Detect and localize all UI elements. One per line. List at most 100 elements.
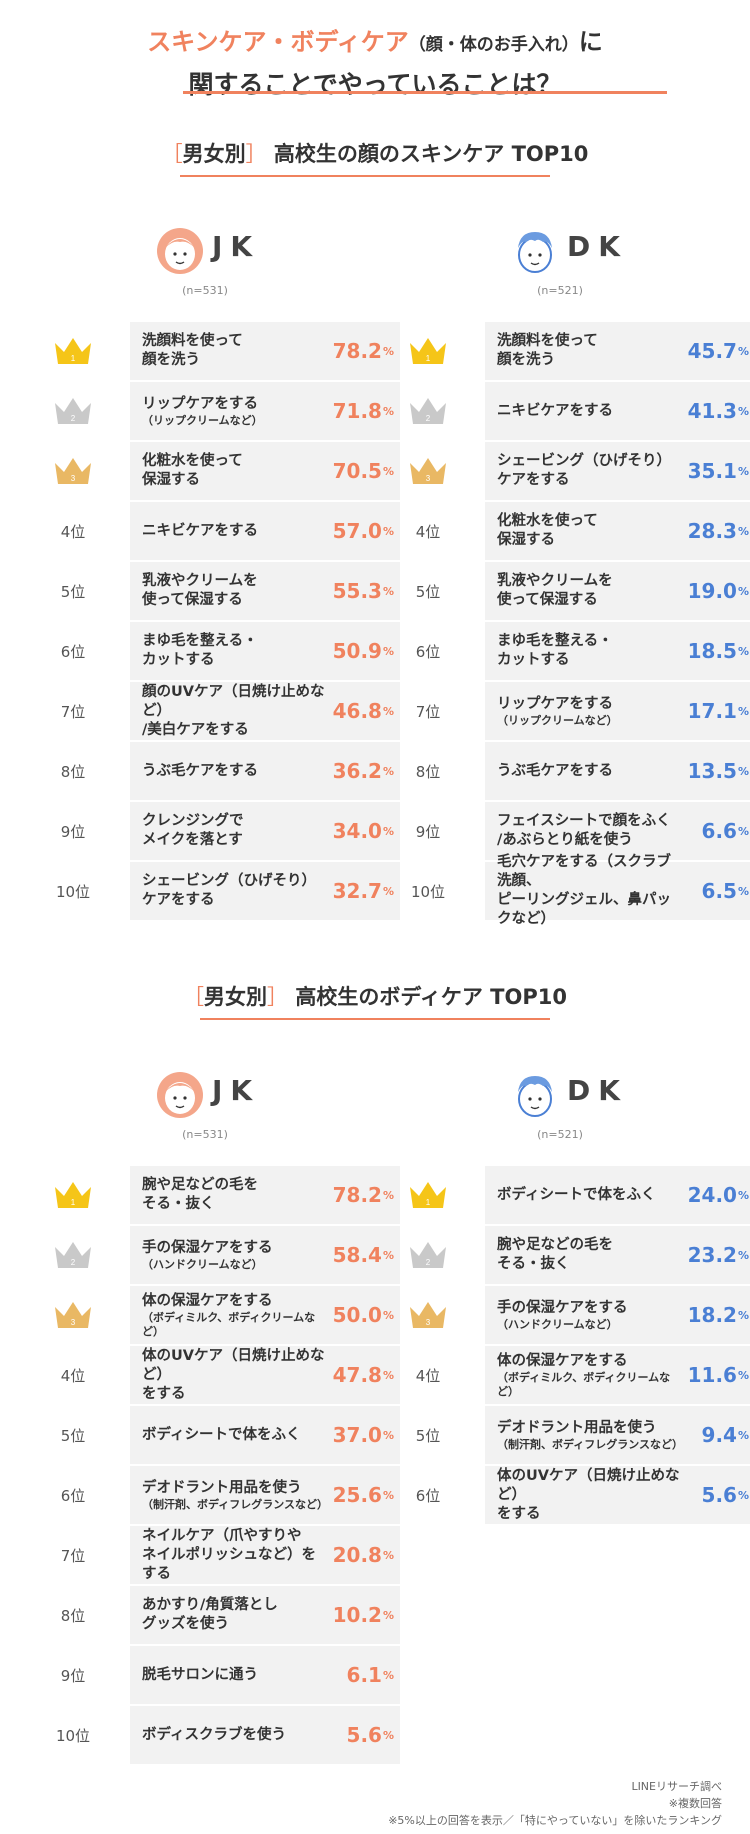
item-percent: 17.1%: [657, 682, 749, 740]
rank: 3: [40, 442, 106, 500]
item-label: 乳液やクリームを 使って保湿する: [142, 562, 327, 620]
item-label-line: うぶ毛ケアをする: [497, 762, 613, 779]
percent-unit: %: [737, 824, 749, 838]
item-label: 脱毛サロンに通う: [142, 1646, 327, 1704]
percent-unit: %: [737, 764, 749, 778]
rank: 1: [40, 322, 106, 380]
group-name: DK: [567, 1074, 628, 1107]
row-background: [130, 382, 400, 440]
item-label-line: をする: [142, 1385, 186, 1402]
row-background: [485, 862, 750, 920]
percent-unit: %: [382, 404, 394, 418]
item-label-line: クレンジングで: [142, 813, 244, 829]
row-background: [485, 622, 750, 680]
item-label-line: /美白ケアをする: [142, 721, 249, 738]
rank: 6位: [60, 1486, 86, 1505]
item-percent: 18.2%: [657, 1286, 749, 1344]
dk-face-icon: [518, 232, 552, 273]
footnote: ※5%以上の回答を表示／「特にやっていない」を除いたランキング: [388, 1814, 722, 1827]
item-label-line: 顔のUVケア（日焼け止めなど）: [142, 683, 325, 719]
rank: 7位: [415, 702, 441, 721]
rank: 2: [395, 1226, 461, 1284]
percent-value: 35.1: [687, 459, 737, 483]
rank: 4位: [415, 1366, 441, 1385]
percent-unit: %: [737, 644, 749, 658]
row-background: [485, 742, 750, 800]
row-background: [130, 1466, 400, 1524]
item-label-line: まゆ毛を整える・: [497, 633, 613, 649]
group-name: JK: [212, 1074, 261, 1107]
ranking-row: 4位 体の保湿ケアをする （ボディミルク、ボディクリームなど） 11.6%: [395, 1346, 750, 1404]
percent-value: 6.6: [701, 819, 737, 843]
item-label-line: ボディシートで体をふく: [142, 1426, 301, 1443]
item-label-line: 乳液やクリームを: [497, 573, 613, 589]
row-background: [130, 442, 400, 500]
item-percent: 20.8%: [302, 1526, 394, 1584]
percent-unit: %: [737, 1428, 749, 1442]
percent-value: 9.4: [701, 1423, 737, 1447]
percent-unit: %: [382, 584, 394, 598]
item-label-line: 乳液やクリームを: [142, 573, 258, 589]
item-percent: 45.7%: [657, 322, 749, 380]
item-label: デオドラント用品を使う （制汗剤、ボディフレグランスなど）: [142, 1466, 328, 1524]
item-label-line: ボディシートで体をふく: [497, 1186, 656, 1203]
rank: 9位: [60, 1666, 86, 1685]
percent-unit: %: [382, 1608, 394, 1622]
item-label: 手の保湿ケアをする （ハンドクリームなど）: [497, 1286, 682, 1344]
item-label: ボディシートで体をふく: [142, 1406, 327, 1464]
percent-value: 23.2: [687, 1243, 737, 1267]
percent-value: 71.8: [332, 399, 382, 423]
ranking-row: 3 化粧水を使って 保湿する 70.5%: [40, 442, 400, 500]
item-percent: 71.8%: [302, 382, 394, 440]
rank: 2: [395, 382, 461, 440]
rank: 9位: [415, 822, 441, 841]
rank: 5位: [415, 1426, 441, 1445]
rank: 2: [40, 1226, 106, 1284]
percent-unit: %: [382, 764, 394, 778]
row-background: [130, 322, 400, 380]
ranking-row: 7位 ネイルケア（爪やすりや ネイルポリッシュなど）をする 20.8%: [40, 1526, 400, 1584]
row-background: [485, 562, 750, 620]
row-background: [485, 1346, 750, 1404]
item-label: 顔のUVケア（日焼け止めなど） /美白ケアをする: [142, 682, 327, 740]
item-label: リップケアをする （リップクリームなど）: [497, 682, 682, 740]
crown-icon: 3: [410, 458, 446, 484]
rank: 2: [40, 382, 106, 440]
item-percent: 19.0%: [657, 562, 749, 620]
section-title-face: ［男女別］ 高校生の顔のスキンケア TOP10: [0, 139, 750, 169]
crown-icon: 2: [410, 398, 446, 424]
item-label: クレンジングで メイクを落とす: [142, 802, 327, 860]
bracket-label: 男女別: [182, 142, 246, 166]
percent-value: 6.1: [346, 1663, 382, 1687]
row-background: [130, 1526, 400, 1584]
item-percent: 18.5%: [657, 622, 749, 680]
ranking-list: 1 ボディシートで体をふく 24.0% 2 腕や足などの毛を そる・抜く 23.2% 3 手の保…: [395, 1166, 750, 1526]
item-percent: 9.4%: [657, 1406, 749, 1464]
ranking-row: 7位 顔のUVケア（日焼け止めなど） /美白ケアをする 46.8%: [40, 682, 400, 740]
row-background: [485, 1226, 750, 1284]
item-label-line: 保湿する: [142, 472, 200, 488]
item-label-line: デオドラント用品を使う: [142, 1479, 302, 1496]
crown-rank-number: 2: [426, 414, 431, 423]
item-label: うぶ毛ケアをする: [497, 742, 682, 800]
item-percent: 6.1%: [302, 1646, 394, 1704]
rank: 5位: [415, 582, 441, 601]
ranking-row: 1 洗顔料を使って 顔を洗う 45.7%: [395, 322, 750, 380]
title-ni: に: [578, 28, 603, 56]
crown-rank-number: 2: [71, 1258, 76, 1267]
rank: 10位: [55, 882, 91, 901]
percent-unit: %: [737, 884, 749, 898]
item-label-line: をする: [497, 1505, 541, 1522]
item-percent: 24.0%: [657, 1166, 749, 1224]
percent-value: 18.5: [687, 639, 737, 663]
item-label-line: メイクを落とす: [142, 832, 243, 848]
face-jk-column: JK (n=531) 1 洗顔料を使って 顔を洗う 78.2% 2 リップケアをする （リッ…: [40, 218, 400, 920]
ranking-row: 5位 乳液やクリームを 使って保湿する 55.3%: [40, 562, 400, 620]
crown-icon: 1: [410, 338, 446, 364]
item-label: 乳液やクリームを 使って保湿する: [497, 562, 682, 620]
group-name: DK: [567, 230, 628, 263]
ranking-row: 9位 クレンジングで メイクを落とす 34.0%: [40, 802, 400, 860]
item-label-line: 体のUVケア（日焼け止めなど）: [142, 1347, 325, 1383]
item-label: まゆ毛を整える・ カットする: [142, 622, 327, 680]
item-sublabel: （ボディミルク、ボディクリームなど）: [142, 1310, 316, 1338]
